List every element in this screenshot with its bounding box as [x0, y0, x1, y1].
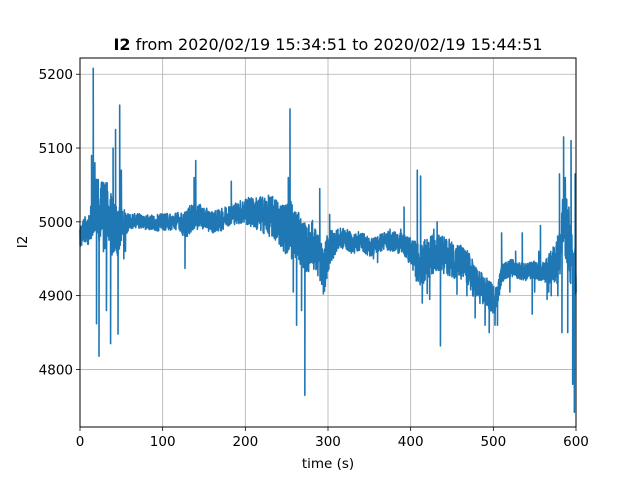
x-tick-label: 0 [76, 434, 85, 450]
y-tick-label: 4800 [39, 362, 73, 378]
x-axis-label: time (s) [302, 456, 354, 472]
x-tick-label: 300 [315, 434, 341, 450]
y-tick-label: 5000 [39, 215, 73, 231]
y-tick-label: 5100 [39, 141, 73, 157]
axis-ticks: 0 100 200 300 400 500 600 4800 4900 5000 5100 5200 [39, 67, 589, 450]
y-axis-label: I2 [15, 236, 31, 249]
y-tick-label: 5200 [39, 67, 73, 83]
series-line-0 [79, 67, 577, 414]
x-tick-label: 400 [398, 434, 424, 450]
chart-title-bold: I2 [113, 35, 130, 54]
series-layer [79, 67, 577, 414]
chart-title-rest: from 2020/02/19 15:34:51 to 2020/02/19 1… [131, 35, 543, 54]
chart-title: I2 from 2020/02/19 15:34:51 to 2020/02/1… [113, 35, 542, 54]
x-tick-label: 200 [232, 434, 258, 450]
grid-lines [79, 58, 577, 427]
x-tick-label: 500 [480, 434, 506, 450]
x-tick-label: 600 [563, 434, 589, 450]
y-tick-label: 4900 [39, 289, 73, 305]
x-tick-label: 100 [150, 434, 176, 450]
